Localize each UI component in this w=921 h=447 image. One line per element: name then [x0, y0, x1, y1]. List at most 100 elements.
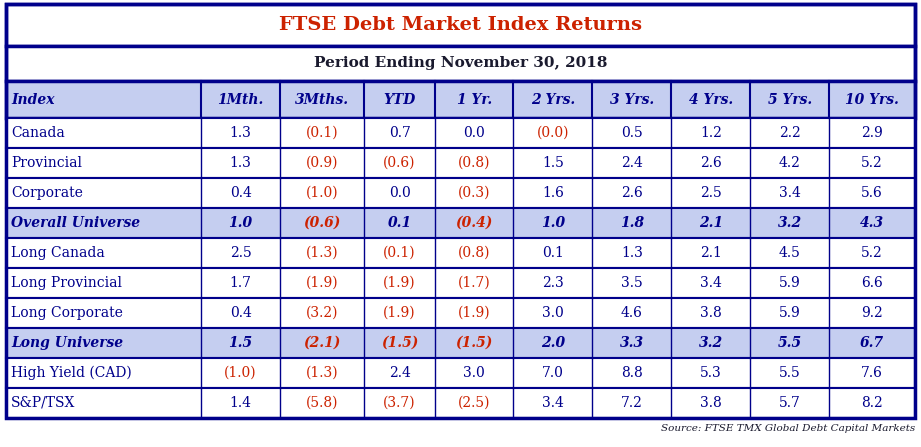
- Bar: [6, 46, 915, 81]
- Text: 2 Yrs.: 2 Yrs.: [530, 93, 575, 106]
- Text: 2.1: 2.1: [699, 216, 723, 230]
- Text: 7.0: 7.0: [542, 366, 564, 380]
- Text: (3.2): (3.2): [306, 306, 338, 320]
- Text: 8.2: 8.2: [861, 396, 883, 410]
- Text: 0.4: 0.4: [229, 306, 251, 320]
- Text: 6.6: 6.6: [861, 276, 883, 290]
- Text: 5.2: 5.2: [861, 156, 883, 170]
- Text: 5.3: 5.3: [700, 366, 722, 380]
- Text: 3.0: 3.0: [542, 306, 564, 320]
- Text: (3.7): (3.7): [383, 396, 416, 410]
- Text: Provincial: Provincial: [11, 156, 82, 170]
- Bar: [6, 298, 915, 328]
- Text: 2.9: 2.9: [861, 126, 883, 140]
- Text: (0.6): (0.6): [303, 216, 341, 230]
- Text: Source: FTSE TMX Global Debt Capital Markets: Source: FTSE TMX Global Debt Capital Mar…: [660, 424, 915, 433]
- Text: (0.9): (0.9): [306, 156, 338, 170]
- Text: 6.7: 6.7: [860, 336, 884, 350]
- Text: (1.9): (1.9): [458, 306, 491, 320]
- Text: 2.2: 2.2: [779, 126, 800, 140]
- Text: (1.0): (1.0): [225, 366, 257, 380]
- Text: (0.1): (0.1): [383, 246, 416, 260]
- Text: Long Universe: Long Universe: [11, 336, 123, 350]
- Text: 3.2: 3.2: [699, 336, 723, 350]
- Bar: [6, 4, 915, 46]
- Text: (1.0): (1.0): [306, 186, 338, 200]
- Text: 0.1: 0.1: [388, 216, 412, 230]
- Text: Long Corporate: Long Corporate: [11, 306, 122, 320]
- Text: 5.7: 5.7: [779, 396, 800, 410]
- Text: Period Ending November 30, 2018: Period Ending November 30, 2018: [314, 56, 607, 71]
- Bar: [6, 268, 915, 298]
- Text: 5.5: 5.5: [777, 336, 802, 350]
- Text: (1.5): (1.5): [381, 336, 418, 350]
- Text: 7.6: 7.6: [861, 366, 883, 380]
- Text: 5 Yrs.: 5 Yrs.: [768, 93, 812, 106]
- Bar: [6, 388, 915, 418]
- Text: 3.8: 3.8: [700, 396, 722, 410]
- Text: Overall Universe: Overall Universe: [11, 216, 140, 230]
- Text: 2.0: 2.0: [541, 336, 565, 350]
- Text: S&P/TSX: S&P/TSX: [11, 396, 76, 410]
- Text: 3.5: 3.5: [621, 276, 643, 290]
- Bar: [6, 328, 915, 358]
- Text: 3.8: 3.8: [700, 306, 722, 320]
- Text: 1.3: 1.3: [229, 156, 251, 170]
- Text: (0.0): (0.0): [537, 126, 569, 140]
- Text: 1.4: 1.4: [229, 396, 251, 410]
- Text: 0.5: 0.5: [621, 126, 643, 140]
- Text: 3.4: 3.4: [542, 396, 564, 410]
- Text: 3.0: 3.0: [463, 366, 485, 380]
- Text: 0.0: 0.0: [463, 126, 485, 140]
- Text: FTSE Debt Market Index Returns: FTSE Debt Market Index Returns: [279, 16, 642, 34]
- Text: 5.9: 5.9: [779, 276, 800, 290]
- Text: 10 Yrs.: 10 Yrs.: [845, 93, 899, 106]
- Text: (2.1): (2.1): [303, 336, 341, 350]
- Text: High Yield (CAD): High Yield (CAD): [11, 366, 132, 380]
- Text: 9.2: 9.2: [861, 306, 883, 320]
- Text: 2.6: 2.6: [700, 156, 722, 170]
- Text: 0.0: 0.0: [389, 186, 411, 200]
- Bar: [6, 118, 915, 148]
- Text: 3.2: 3.2: [777, 216, 802, 230]
- Text: 1.5: 1.5: [228, 336, 252, 350]
- Text: (2.5): (2.5): [458, 396, 491, 410]
- Text: 5.9: 5.9: [779, 306, 800, 320]
- Text: (5.8): (5.8): [306, 396, 338, 410]
- Text: 1 Yr.: 1 Yr.: [457, 93, 492, 106]
- Text: 4 Yrs.: 4 Yrs.: [689, 93, 733, 106]
- Text: 3.4: 3.4: [779, 186, 800, 200]
- Text: 1.7: 1.7: [229, 276, 251, 290]
- Text: 1.8: 1.8: [620, 216, 644, 230]
- Text: 0.4: 0.4: [229, 186, 251, 200]
- Text: 1.2: 1.2: [700, 126, 722, 140]
- Bar: [6, 358, 915, 388]
- Text: 2.6: 2.6: [621, 186, 643, 200]
- Text: (0.8): (0.8): [458, 156, 491, 170]
- Text: (1.9): (1.9): [306, 276, 338, 290]
- Text: 0.7: 0.7: [389, 126, 411, 140]
- Text: (0.1): (0.1): [306, 126, 338, 140]
- Text: (1.9): (1.9): [383, 276, 416, 290]
- Text: 7.2: 7.2: [621, 396, 643, 410]
- Bar: [6, 178, 915, 208]
- Text: 5.6: 5.6: [861, 186, 883, 200]
- Text: (1.7): (1.7): [458, 276, 491, 290]
- Bar: [6, 81, 915, 118]
- Text: 1.3: 1.3: [621, 246, 643, 260]
- Text: 8.8: 8.8: [621, 366, 643, 380]
- Text: 4.3: 4.3: [860, 216, 884, 230]
- Text: Canada: Canada: [11, 126, 64, 140]
- Text: 1.6: 1.6: [542, 186, 564, 200]
- Text: 2.4: 2.4: [621, 156, 643, 170]
- Text: 1.0: 1.0: [228, 216, 252, 230]
- Bar: [6, 148, 915, 178]
- Text: YTD: YTD: [383, 93, 415, 106]
- Text: (1.3): (1.3): [306, 246, 338, 260]
- Text: 3 Yrs.: 3 Yrs.: [610, 93, 654, 106]
- Text: Long Canada: Long Canada: [11, 246, 105, 260]
- Text: 0.1: 0.1: [542, 246, 564, 260]
- Bar: [6, 208, 915, 238]
- Text: Corporate: Corporate: [11, 186, 83, 200]
- Text: 2.5: 2.5: [700, 186, 722, 200]
